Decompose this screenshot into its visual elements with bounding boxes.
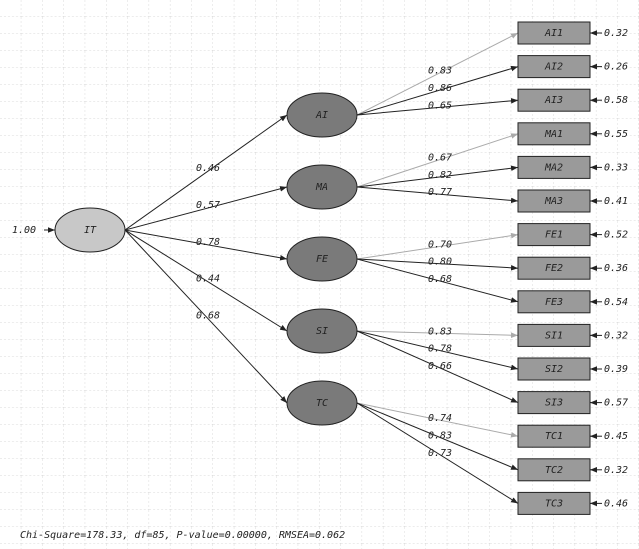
loading-label: 0.65 [428,100,452,111]
exogenous-label: IT [84,225,97,236]
indicator-label: SI3 [545,398,563,409]
indicator-label: SI2 [545,364,563,375]
error-label: 0.41 [604,196,628,207]
loading-label: 0.70 [428,239,452,250]
error-label: 0.32 [604,28,628,39]
indicator-label: FE3 [545,297,563,308]
loading-label: 0.80 [428,257,452,268]
error-label: 0.55 [604,129,628,140]
loading-label: 0.83 [428,66,452,77]
error-label: 0.33 [604,162,628,173]
loading-label: 0.83 [428,430,452,441]
path-coefficient: 0.78 [196,237,220,248]
error-label: 0.26 [604,62,628,73]
path-coefficient: 0.46 [196,163,220,174]
latent-label: FE [316,254,328,265]
error-label: 0.58 [604,95,628,106]
loading-label: 0.66 [428,361,452,372]
indicator-label: FE1 [545,230,563,241]
error-label: 0.36 [604,263,628,274]
loading-label: 0.86 [428,83,452,94]
error-label: 0.39 [604,364,628,375]
loading-label: 0.68 [428,274,452,285]
loading-label: 0.73 [428,448,452,459]
fit-statistics: Chi-Square=178.33, df=85, P-value=0.0000… [20,530,345,541]
indicator-label: AI1 [544,28,563,39]
variance-label: 1.00 [12,225,36,236]
loading-label: 0.67 [428,153,452,164]
error-label: 0.46 [604,498,628,509]
error-label: 0.57 [604,398,628,409]
indicator-label: MA3 [544,196,563,207]
indicator-label: MA2 [544,162,563,173]
latent-label: TC [316,398,328,409]
error-label: 0.52 [604,230,628,241]
indicator-label: AI3 [544,95,563,106]
latent-label: MA [315,182,328,193]
indicator-label: TC1 [545,431,563,442]
path-diagram: 1.00 IT Chi-Square=178.33, df=85, P-valu… [0,0,639,549]
indicator-label: MA1 [544,129,563,140]
loading-label: 0.83 [428,326,452,337]
indicator-label: TC2 [545,465,563,476]
path-coefficient: 0.68 [196,311,220,322]
loading-label: 0.78 [428,344,452,355]
error-label: 0.54 [604,297,628,308]
error-label: 0.32 [604,330,628,341]
indicator-label: TC3 [545,498,563,509]
indicator-label: AI2 [544,62,563,73]
latent-label: AI [315,110,328,121]
loading-label: 0.74 [428,413,452,424]
indicator-label: SI1 [545,330,563,341]
path-coefficient: 0.44 [196,274,220,285]
latent-label: SI [316,326,328,337]
indicator-label: FE2 [545,263,563,274]
loading-label: 0.77 [428,187,452,198]
path-coefficient: 0.57 [196,200,220,211]
error-label: 0.32 [604,465,628,476]
loading-label: 0.82 [428,170,452,181]
error-label: 0.45 [604,431,628,442]
